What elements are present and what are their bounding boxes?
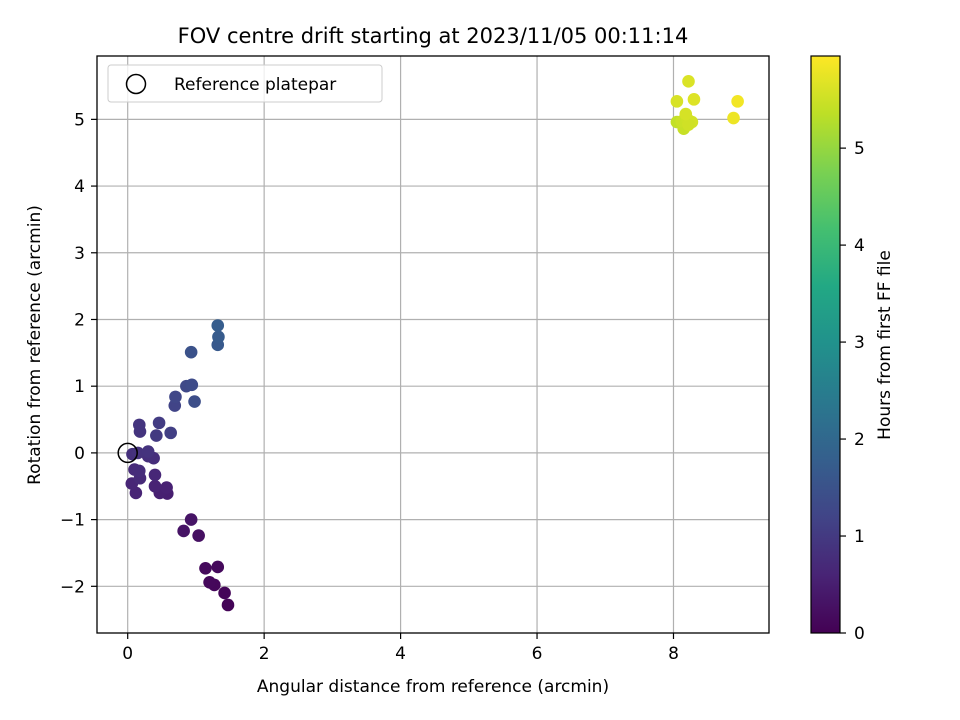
data-point xyxy=(211,560,225,574)
reference-point-marker xyxy=(117,442,138,464)
data-point xyxy=(132,464,146,478)
data-points xyxy=(117,75,744,612)
legend-marker-icon xyxy=(125,73,147,95)
data-point xyxy=(148,479,162,493)
y-tick-label: 0 xyxy=(74,444,85,464)
colorbar-tick-label: 1 xyxy=(854,527,865,547)
y-tick-label: 3 xyxy=(74,244,85,264)
data-point xyxy=(148,468,162,482)
legend: Reference platepar xyxy=(107,64,383,103)
data-point xyxy=(184,345,198,359)
data-point xyxy=(192,529,205,542)
x-tick-label: 4 xyxy=(395,644,406,664)
data-point xyxy=(177,524,190,538)
data-point xyxy=(199,561,212,575)
y-tick-label: 2 xyxy=(74,310,85,330)
legend-box xyxy=(107,64,383,103)
y-tick-label: 4 xyxy=(74,177,85,197)
x-tick-label: 0 xyxy=(122,644,133,664)
data-point xyxy=(679,107,693,121)
colorbar-tick-label: 2 xyxy=(854,430,865,450)
data-point xyxy=(152,416,166,430)
grid-lines xyxy=(97,56,769,633)
x-tick-label: 6 xyxy=(532,644,543,664)
data-point xyxy=(727,111,740,125)
colorbar-label: Hours from first FF file xyxy=(875,250,895,440)
colorbar-tick-label: 3 xyxy=(854,333,865,353)
colorbar-gradient xyxy=(810,55,841,634)
data-point xyxy=(185,378,199,392)
data-point xyxy=(221,598,235,612)
data-point xyxy=(169,390,182,404)
data-point xyxy=(141,445,155,458)
data-point xyxy=(731,95,744,108)
data-point xyxy=(211,319,225,332)
y-tick-label: 5 xyxy=(74,110,85,130)
data-point xyxy=(203,576,216,589)
data-point xyxy=(682,118,695,132)
x-tick-label: 2 xyxy=(259,644,270,664)
data-point xyxy=(184,513,198,526)
x-axis-label: Angular distance from reference (arcmin) xyxy=(257,677,609,697)
x-axis-ticks: 0 2 4 6 8 xyxy=(122,633,679,664)
data-point xyxy=(150,429,163,442)
colorbar: 0 1 2 3 4 5 Hours from first FF file xyxy=(810,55,895,644)
data-point xyxy=(670,95,684,108)
y-axis-ticks: −2 −1 0 1 2 3 4 5 xyxy=(60,110,97,597)
data-point xyxy=(212,330,225,344)
y-tick-label: −1 xyxy=(60,511,85,531)
colorbar-tick-label: 5 xyxy=(854,139,865,159)
colorbar-tick-label: 4 xyxy=(854,236,865,256)
plot-frame xyxy=(96,55,770,634)
x-tick-label: 8 xyxy=(668,644,679,664)
colorbar-tick-label: 0 xyxy=(854,624,865,644)
data-point xyxy=(218,586,231,600)
data-point xyxy=(132,418,146,432)
colorbar-ticks: 0 1 2 3 4 5 xyxy=(840,139,865,644)
data-point xyxy=(160,481,173,494)
y-axis-label: Rotation from reference (arcmin) xyxy=(25,205,45,485)
data-point xyxy=(164,426,177,440)
legend-entry-reference: Reference platepar xyxy=(174,75,336,95)
chart-title: FOV centre drift starting at 2023/11/05 … xyxy=(178,24,689,48)
data-point xyxy=(682,75,695,88)
y-tick-label: −2 xyxy=(60,577,85,597)
data-point xyxy=(687,93,701,106)
data-point xyxy=(188,395,201,408)
y-tick-label: 1 xyxy=(74,377,85,397)
